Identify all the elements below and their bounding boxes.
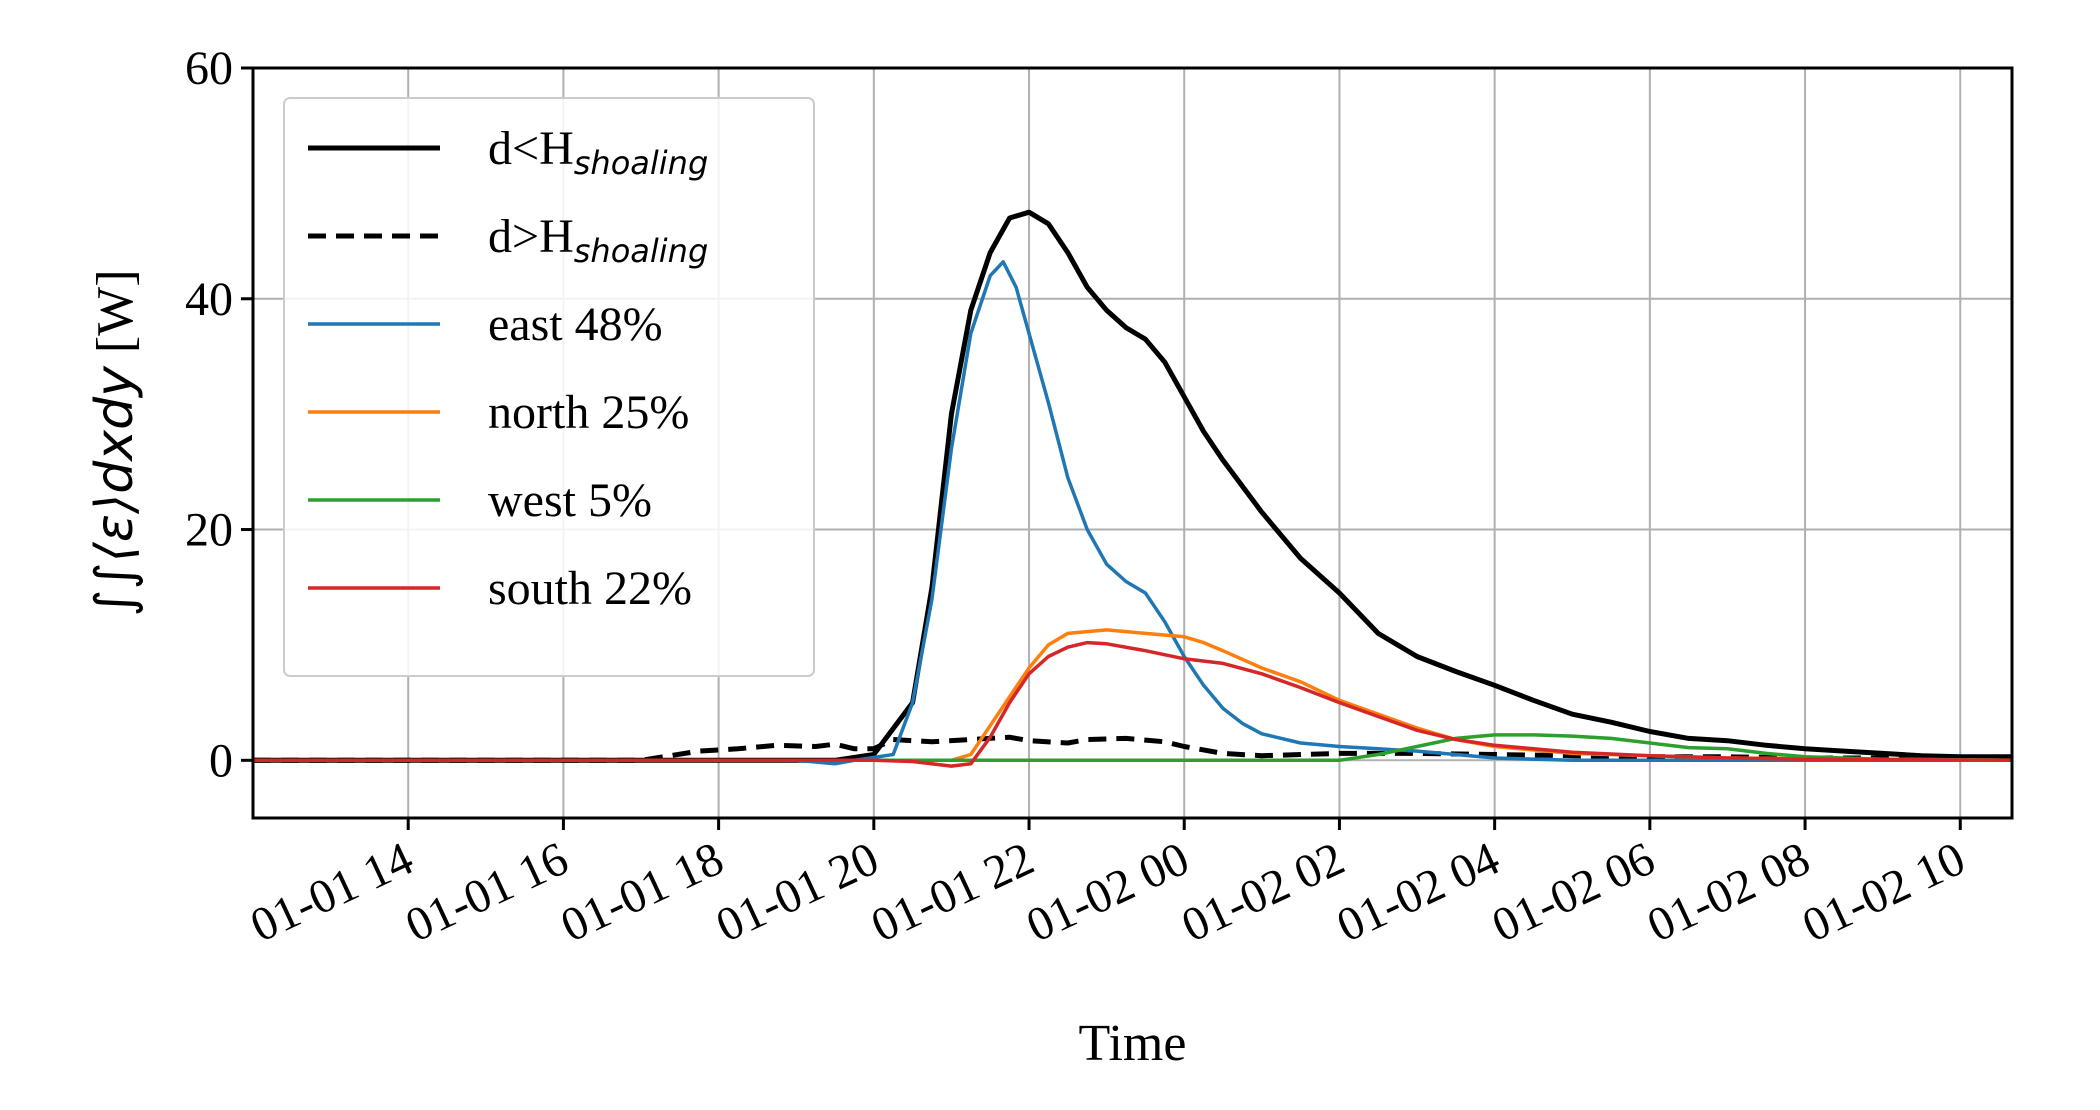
series-line-0 bbox=[253, 209, 2012, 763]
series-line-1 bbox=[253, 734, 2012, 763]
legend-label-main: d<H bbox=[488, 122, 574, 175]
legend-label-1: d>Hshoaling bbox=[488, 210, 708, 270]
x-tick-label: 01-02 04 bbox=[1329, 832, 1507, 953]
y-tick-label: 60 bbox=[185, 42, 233, 95]
legend-label-main: d>H bbox=[488, 210, 574, 263]
x-tick-label: 01-02 02 bbox=[1174, 832, 1352, 953]
x-tick-label: 01-02 08 bbox=[1639, 832, 1817, 953]
x-tick-label: 01-01 14 bbox=[243, 832, 421, 953]
y-axis-label-math: ∫∫⟨ε⟩dxdy bbox=[85, 365, 145, 617]
legend-label-0: d<Hshoaling bbox=[488, 122, 708, 182]
legend-label-5: south 22% bbox=[488, 562, 692, 615]
y-tick-label: 0 bbox=[209, 734, 233, 787]
y-axis-label: ∫∫⟨ε⟩dxdy [W] bbox=[85, 269, 145, 616]
x-tick-label: 01-01 20 bbox=[708, 832, 886, 953]
legend-box bbox=[283, 97, 815, 677]
x-tick-label: 01-01 16 bbox=[398, 832, 576, 953]
x-tick-label: 01-02 10 bbox=[1795, 832, 1973, 953]
series-line-2 bbox=[253, 260, 2012, 766]
legend-label-subscript: shoaling bbox=[574, 232, 709, 270]
legend-label-subscript: shoaling bbox=[574, 144, 709, 182]
x-tick-label: 01-01 22 bbox=[863, 832, 1041, 953]
legend-label-2: east 48% bbox=[488, 298, 663, 351]
legend-label-4: west 5% bbox=[488, 474, 652, 527]
legend-label-3: north 25% bbox=[488, 386, 689, 439]
series-line-4 bbox=[253, 733, 2013, 763]
series-line-5 bbox=[253, 640, 2013, 768]
x-axis-label: Time bbox=[1079, 1015, 1187, 1072]
y-axis-label-unit: [W] bbox=[87, 269, 144, 366]
x-tick-label: 01-02 06 bbox=[1484, 832, 1662, 953]
y-tick-label: 40 bbox=[185, 273, 233, 326]
y-tick-label: 20 bbox=[185, 504, 233, 557]
x-tick-label: 01-02 00 bbox=[1019, 832, 1197, 953]
plot-frame bbox=[251, 66, 2014, 820]
x-tick-label: 01-01 18 bbox=[553, 832, 731, 953]
series-lines bbox=[253, 209, 2013, 768]
